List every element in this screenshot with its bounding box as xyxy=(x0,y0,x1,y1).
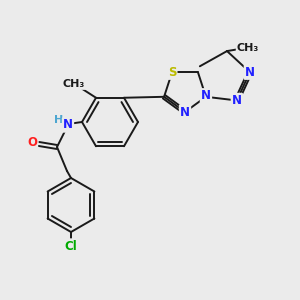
Text: N: N xyxy=(63,118,73,131)
Text: N: N xyxy=(201,89,211,102)
Text: S: S xyxy=(168,66,176,79)
Text: N: N xyxy=(180,106,190,118)
Text: Cl: Cl xyxy=(64,239,77,253)
Text: H: H xyxy=(54,115,64,125)
Text: N: N xyxy=(245,66,255,79)
Text: CH₃: CH₃ xyxy=(237,43,259,53)
Text: O: O xyxy=(27,136,37,149)
Text: CH₃: CH₃ xyxy=(63,79,85,89)
Text: N: N xyxy=(232,94,242,107)
